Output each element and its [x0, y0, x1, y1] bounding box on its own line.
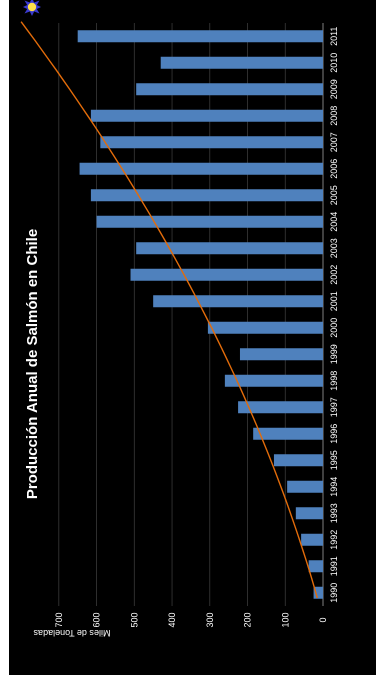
x-tick-label: 1993 — [329, 503, 339, 523]
chart-svg: 0 100 200 300 400 500 600 700 1990 1991 1992 1993 19… — [20, 0, 339, 638]
x-tick-label: 2001 — [329, 291, 339, 311]
y-axis-title: Miles de Toneladas — [33, 628, 110, 638]
sun-icon — [23, 0, 41, 16]
y-tick-label: 100 — [280, 612, 290, 627]
y-tick-label: 200 — [243, 612, 253, 627]
x-tick-label: 1998 — [329, 371, 339, 391]
bar — [136, 242, 323, 255]
bar — [287, 480, 323, 493]
trend-layer — [20, 21, 318, 599]
chart-panel: 0 100 200 300 400 500 600 700 1990 1991 1992 1993 19… — [9, 0, 376, 675]
x-tick-label: 2009 — [329, 79, 339, 99]
y-tick-label: 500 — [129, 612, 139, 627]
x-tick-label: 2011 — [329, 27, 339, 46]
x-tick-label: 1999 — [329, 344, 339, 364]
bar — [160, 56, 323, 69]
bar-layer — [77, 30, 324, 599]
x-tick-label: 2008 — [329, 106, 339, 126]
bar — [295, 507, 323, 520]
bar — [313, 586, 323, 599]
bar — [238, 401, 323, 414]
bar — [308, 560, 323, 573]
x-tick-label: 2003 — [329, 238, 339, 258]
x-tick-label: 2000 — [329, 318, 339, 338]
bar — [77, 30, 323, 43]
bar — [79, 162, 324, 175]
x-tick-label: 1990 — [329, 583, 339, 603]
y-tick-label: 400 — [167, 612, 177, 627]
bar — [207, 321, 323, 334]
bar — [301, 533, 323, 546]
x-tick-label: 1995 — [329, 450, 339, 470]
bar — [153, 295, 323, 308]
y-tick-label: 700 — [54, 612, 64, 627]
x-tick-label: 1992 — [329, 530, 339, 550]
x-tick-label: 2007 — [329, 132, 339, 152]
x-tick-label: 1994 — [329, 477, 339, 497]
bar — [90, 109, 323, 122]
bar — [96, 215, 323, 228]
x-tick-label: 2006 — [329, 159, 339, 179]
bar — [224, 374, 323, 387]
bar — [90, 189, 323, 202]
bar — [253, 427, 323, 440]
x-tick-label: 1997 — [329, 397, 339, 417]
x-tick-label: 2010 — [329, 53, 339, 73]
x-tick-label: 2002 — [329, 265, 339, 285]
x-tick-label: 2005 — [329, 185, 339, 205]
bar — [239, 348, 323, 361]
bar — [130, 268, 323, 281]
bar — [273, 454, 323, 467]
bar — [100, 136, 323, 149]
x-tick-label: 1996 — [329, 424, 339, 444]
y-tick-label: 300 — [205, 612, 215, 627]
y-tick-label: 600 — [92, 612, 102, 627]
trend-line — [20, 21, 318, 599]
label-layer: 0 100 200 300 400 500 600 700 1990 1991 1992 1993 19… — [54, 27, 339, 628]
x-tick-label: 1991 — [329, 556, 339, 576]
x-tick-label: 2004 — [329, 212, 339, 232]
chart-title: Producción Anual de Salmón en Chile — [24, 229, 41, 499]
bar — [136, 83, 323, 96]
y-tick-label: 0 — [318, 617, 328, 622]
